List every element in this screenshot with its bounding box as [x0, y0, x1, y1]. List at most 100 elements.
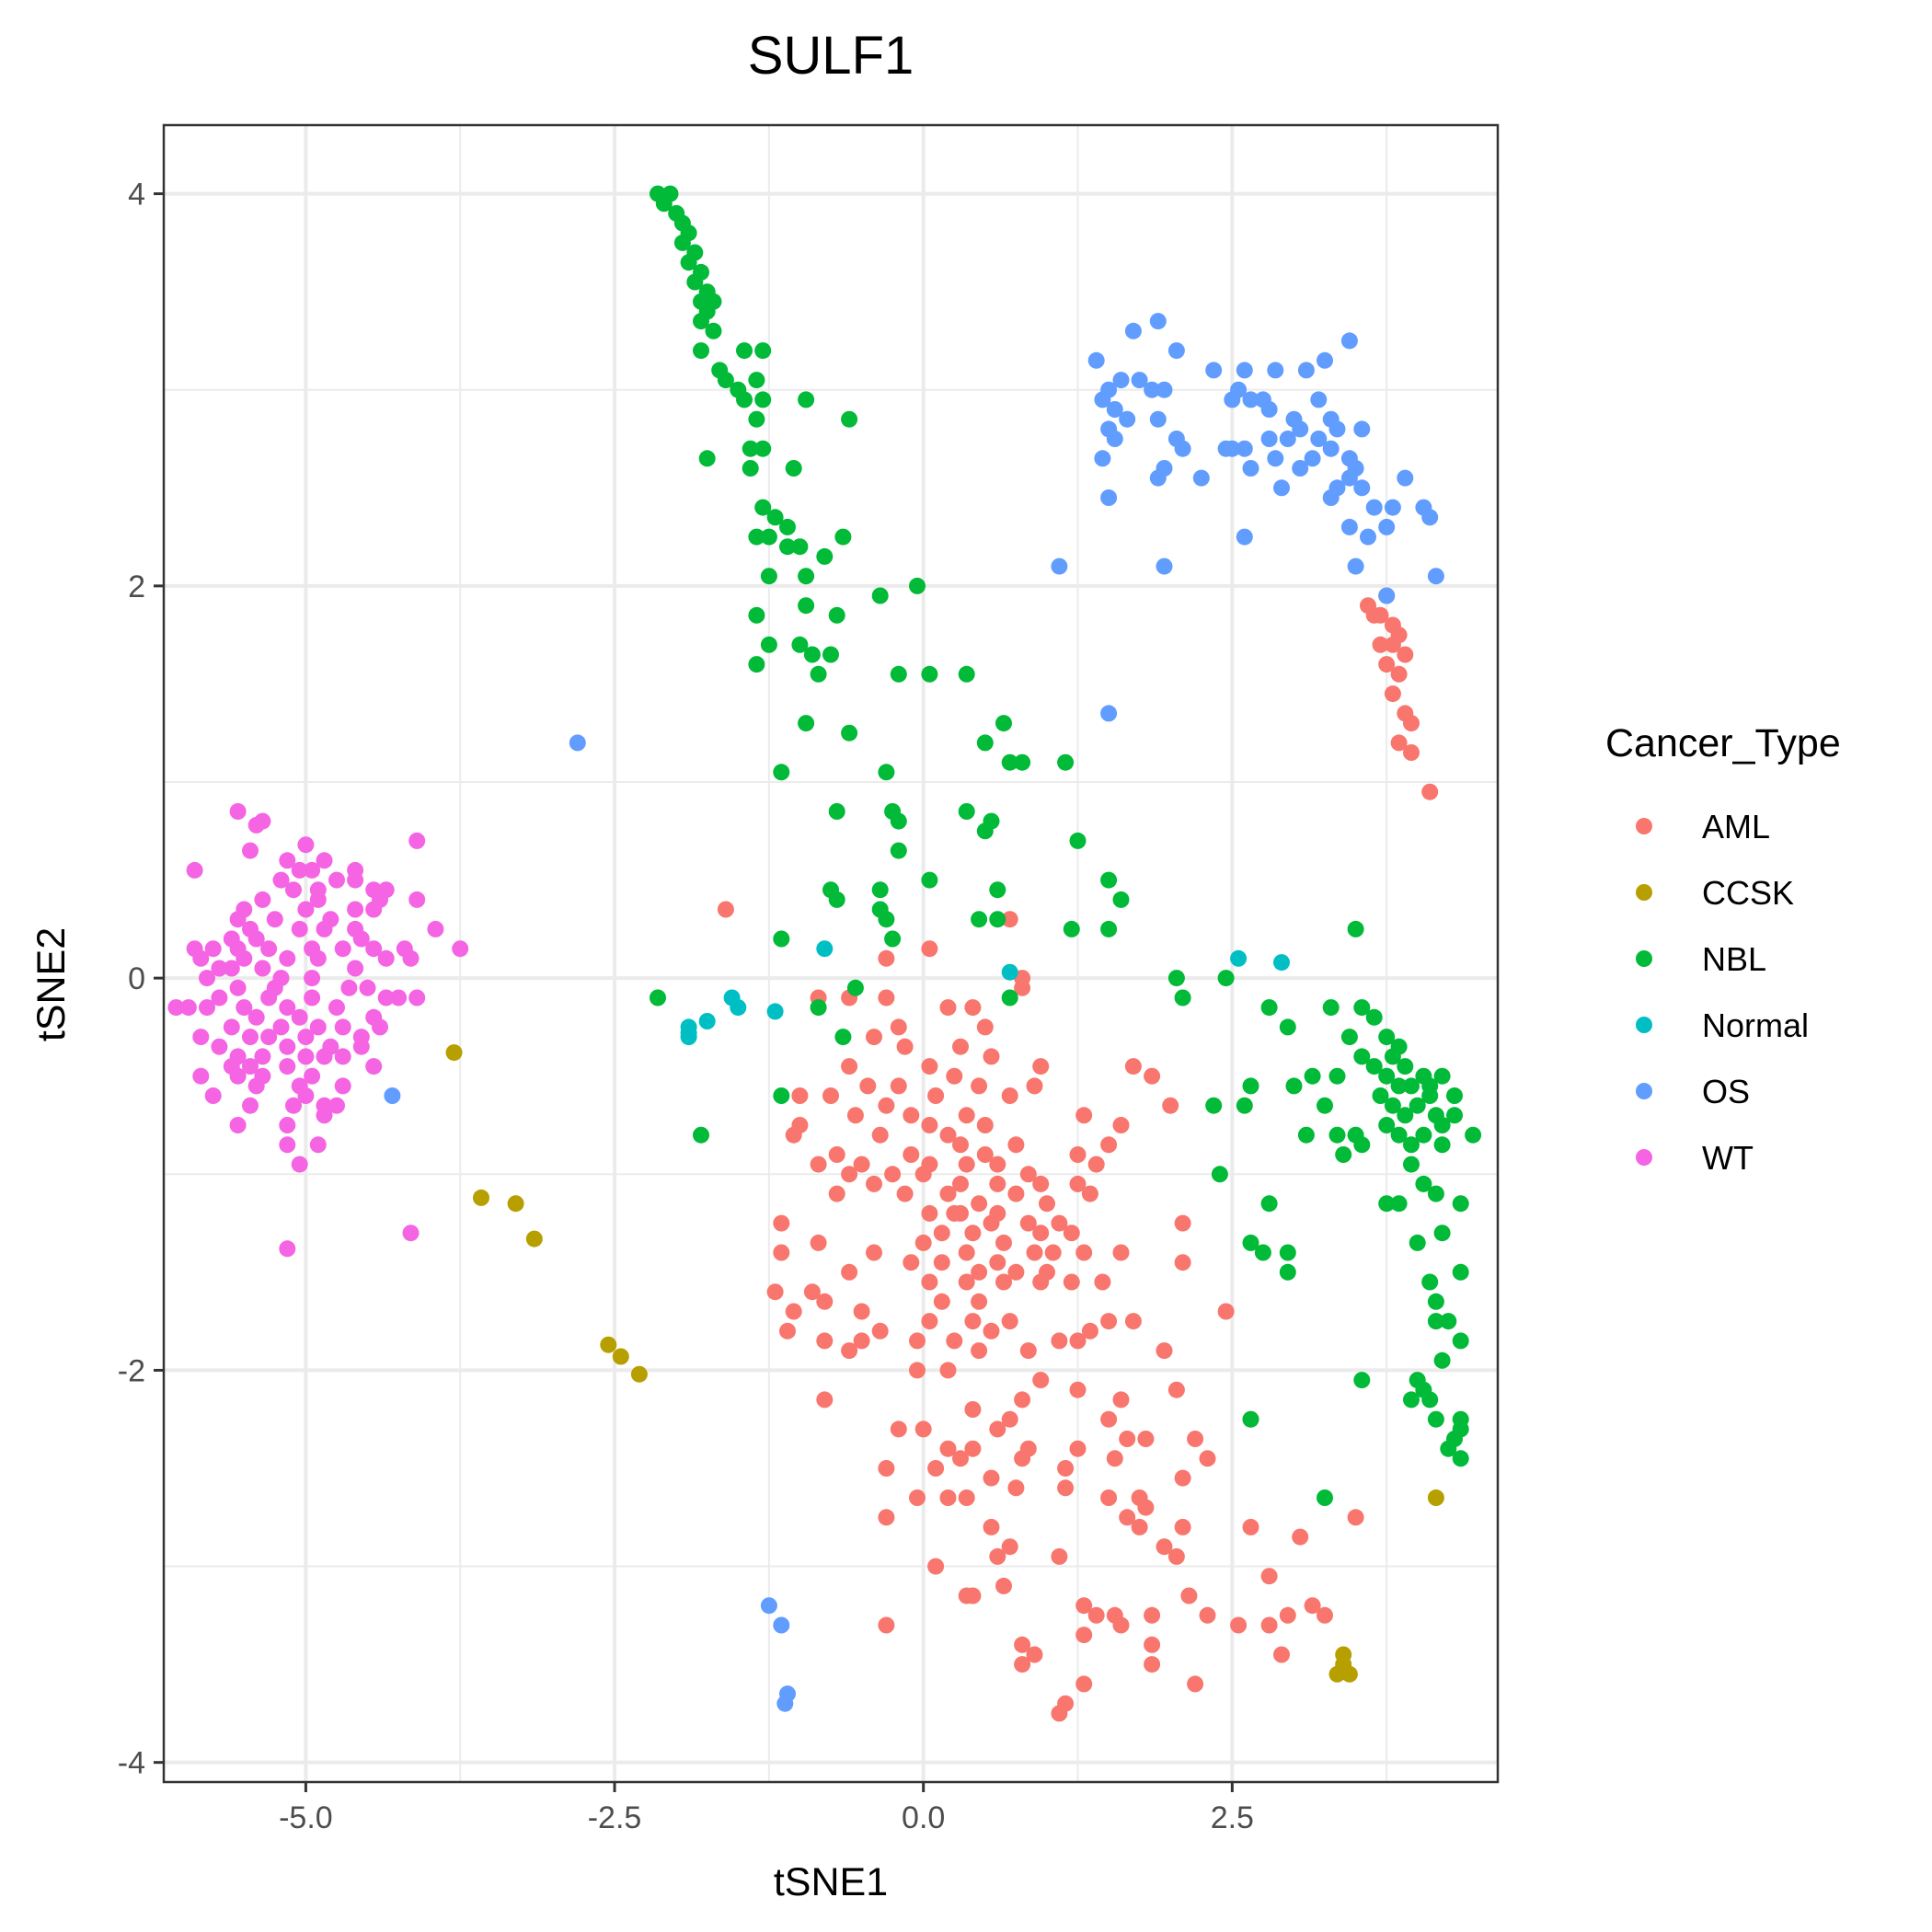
point-nbl: [1452, 1263, 1469, 1281]
point-nbl: [798, 391, 815, 408]
point-nbl: [983, 812, 1000, 830]
point-wt: [304, 1067, 321, 1085]
point-wt: [254, 960, 271, 977]
point-os: [1340, 518, 1358, 535]
point-aml: [983, 1518, 1000, 1535]
x-axis-ticks: -5.0 -2.5 0.0 2.5: [279, 1782, 1254, 1835]
point-aml: [717, 901, 734, 918]
point-wt: [347, 901, 364, 918]
point-nbl: [798, 568, 815, 585]
point-nbl: [1415, 1126, 1432, 1144]
point-nbl: [971, 911, 988, 928]
point-nbl: [680, 254, 697, 271]
point-aml: [810, 1156, 827, 1173]
point-aml: [1174, 1469, 1191, 1487]
y-tick-label: 2: [128, 569, 145, 604]
point-aml: [964, 1225, 982, 1242]
point-nbl: [1433, 1225, 1451, 1242]
point-nbl: [989, 881, 1006, 899]
point-aml: [1081, 1185, 1098, 1202]
point-nbl: [1433, 1351, 1451, 1369]
point-aml: [971, 1342, 988, 1360]
point-nbl: [748, 528, 765, 546]
point-os: [1236, 440, 1253, 457]
y-axis-ticks: -4 -2 0 2 4: [118, 178, 164, 1781]
point-wt: [372, 1018, 388, 1036]
point-aml: [1001, 911, 1018, 928]
point-aml: [921, 1058, 938, 1075]
point-nbl: [1211, 1166, 1228, 1183]
point-os: [1144, 381, 1161, 398]
point-aml: [1167, 1547, 1185, 1565]
point-wt: [316, 1097, 333, 1114]
point-nbl: [921, 665, 938, 683]
point-aml: [896, 1185, 914, 1202]
point-nbl: [846, 979, 864, 996]
point-os: [1421, 509, 1439, 526]
point-os: [1340, 469, 1358, 487]
point-nbl: [693, 1126, 709, 1144]
point-os: [1317, 351, 1333, 369]
point-aml: [1112, 1616, 1130, 1634]
point-nbl: [791, 636, 809, 653]
point-aml: [933, 1254, 950, 1271]
point-nbl: [828, 891, 845, 908]
point-nbl: [1421, 1087, 1439, 1104]
point-wt: [279, 999, 296, 1017]
point-nbl: [1421, 1391, 1439, 1409]
point-aml: [1032, 1225, 1050, 1242]
point-aml: [976, 1018, 994, 1036]
point-nbl: [841, 724, 858, 742]
point-nbl: [1335, 1146, 1352, 1163]
point-os: [1192, 469, 1210, 487]
point-wt: [192, 1029, 210, 1046]
point-aml: [1106, 1450, 1123, 1467]
point-nbl: [1297, 1126, 1315, 1144]
legend-title: Cancer_Type: [1605, 721, 1841, 765]
point-aml: [939, 1489, 957, 1506]
point-nbl: [1390, 1077, 1408, 1095]
point-nbl: [693, 342, 709, 360]
point-nbl: [828, 803, 845, 820]
point-nbl: [686, 273, 704, 291]
point-aml: [989, 1254, 1006, 1271]
point-os: [1174, 440, 1191, 457]
point-aml: [890, 1018, 907, 1036]
point-wt: [254, 1048, 271, 1065]
point-aml: [1057, 1479, 1075, 1497]
point-wt: [427, 920, 444, 937]
point-nbl: [909, 577, 926, 594]
point-nbl: [748, 372, 765, 389]
point-aml: [822, 1087, 839, 1104]
point-wt: [347, 960, 364, 977]
point-aml: [1167, 1381, 1185, 1398]
point-wt: [223, 960, 240, 977]
point-nbl: [693, 313, 709, 330]
point-aml: [952, 1175, 969, 1192]
point-aml: [810, 1234, 827, 1251]
point-nbl: [736, 342, 753, 360]
point-nbl: [742, 460, 759, 477]
point-nbl: [754, 440, 772, 457]
point-normal: [1230, 949, 1248, 967]
point-nbl: [1452, 1410, 1469, 1428]
point-wt: [402, 949, 420, 967]
point-aml: [921, 1313, 938, 1330]
point-ccsk: [507, 1195, 524, 1213]
point-normal: [816, 940, 834, 958]
point-wt: [279, 1058, 296, 1075]
point-nbl: [878, 911, 895, 928]
point-nbl: [798, 597, 815, 615]
point-nbl: [1242, 1410, 1259, 1428]
point-nbl: [1217, 970, 1235, 987]
point-wt: [199, 999, 215, 1017]
point-aml: [983, 1048, 1000, 1065]
point-aml: [1069, 1381, 1087, 1398]
point-nbl: [754, 342, 772, 360]
point-nbl: [1446, 1087, 1463, 1104]
point-aml: [1069, 1440, 1087, 1457]
point-os: [1328, 420, 1346, 438]
point-nbl: [1384, 1048, 1401, 1065]
point-aml: [914, 1234, 932, 1251]
point-wt: [352, 1038, 370, 1055]
